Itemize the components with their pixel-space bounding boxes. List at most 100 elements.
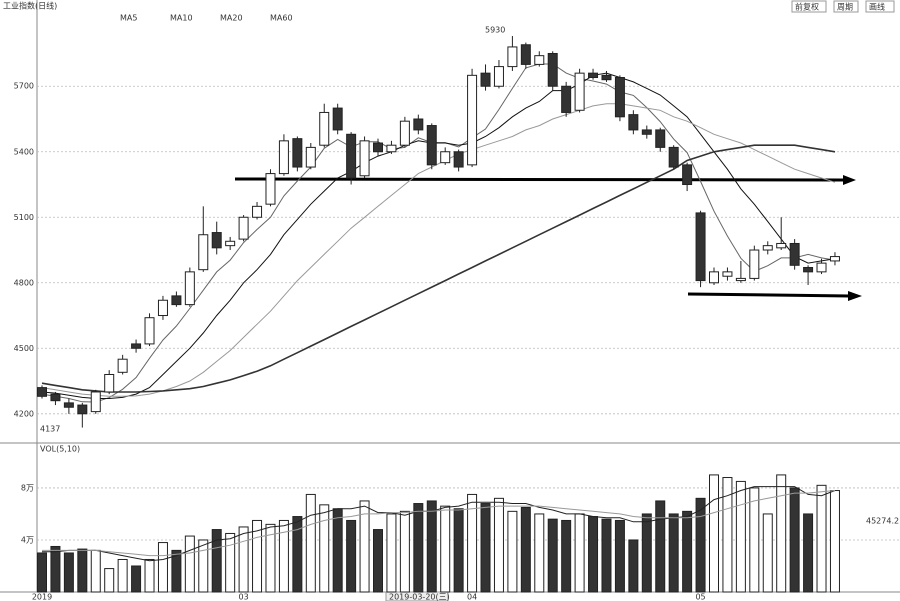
volume-bar xyxy=(426,500,437,593)
volume-bar xyxy=(157,542,168,593)
candle-body xyxy=(574,72,585,111)
volume-bar xyxy=(628,539,639,593)
candle-body xyxy=(628,114,639,131)
volume-bar xyxy=(252,519,263,593)
toolbar-button[interactable] xyxy=(865,0,895,13)
candle-body xyxy=(547,52,558,87)
y-tick-label: 5100 xyxy=(14,213,34,222)
volume-bar xyxy=(359,500,370,593)
candle-body xyxy=(117,358,128,373)
candle-body xyxy=(305,146,316,168)
volume-bar xyxy=(50,545,61,593)
candle-body xyxy=(534,55,545,65)
candle-body xyxy=(211,232,222,249)
volume-bar xyxy=(211,529,222,593)
volume-bar xyxy=(614,519,625,593)
y-tick-label: 4万 xyxy=(21,535,34,544)
candle-body xyxy=(776,242,787,249)
volume-bar xyxy=(319,504,330,593)
toolbar-button[interactable] xyxy=(791,0,827,13)
volume-bar xyxy=(493,497,504,593)
candle-body xyxy=(359,140,370,177)
candle-body xyxy=(131,343,142,349)
ma-line xyxy=(41,144,836,393)
toolbar-label[interactable]: 周期 xyxy=(837,3,853,12)
candle-body xyxy=(386,144,397,153)
volume-bar xyxy=(641,513,652,593)
y-tick-label: 5400 xyxy=(14,147,34,156)
candle-body xyxy=(50,393,61,402)
x-tick-label: 03 xyxy=(239,593,249,601)
candle-body xyxy=(104,373,115,393)
candle-body xyxy=(346,133,357,179)
volume-bar xyxy=(104,568,115,593)
candle-body xyxy=(641,129,652,135)
volume-bar xyxy=(803,513,814,593)
volume-title: VOL(5,10) xyxy=(40,445,80,454)
volume-bar xyxy=(453,508,464,593)
volume-bar xyxy=(77,548,88,593)
candle-body xyxy=(90,391,101,413)
candle-body xyxy=(695,212,706,282)
volume-bar xyxy=(386,513,397,593)
candle-body xyxy=(668,146,679,168)
ma-line xyxy=(42,486,836,562)
y-tick-label: 4500 xyxy=(14,344,34,353)
volume-bar xyxy=(534,513,545,593)
toolbar: 前复权 周期 画线 xyxy=(791,0,895,13)
volume-bar xyxy=(144,558,155,593)
candle-body xyxy=(682,164,693,186)
volume-bar xyxy=(776,474,787,593)
volume-bar xyxy=(601,518,612,593)
candle-body xyxy=(655,129,666,148)
toolbar-label[interactable]: 前复权 xyxy=(795,2,819,12)
candle-body xyxy=(292,138,303,168)
candle-body xyxy=(829,256,840,262)
arrow-line xyxy=(234,177,846,182)
volume-bar xyxy=(467,493,478,593)
cursor-label: 2019-03-20(三) xyxy=(389,593,450,601)
volume-bar xyxy=(480,503,491,593)
volume-bar xyxy=(547,518,558,593)
volume-bar xyxy=(37,552,47,593)
candle-body xyxy=(709,271,719,284)
volume-bar xyxy=(561,519,572,593)
low-label: 4137 xyxy=(40,425,60,434)
x-tick-label: 2019 xyxy=(32,593,52,601)
volume-bar xyxy=(198,539,209,593)
volume-bar xyxy=(695,497,706,593)
ma-line xyxy=(41,72,836,399)
volume-bar xyxy=(278,519,289,593)
candle-body xyxy=(749,249,760,279)
candle-body xyxy=(413,118,424,131)
volume-bar xyxy=(762,513,773,593)
candle-body xyxy=(37,387,47,397)
volume-bar xyxy=(117,558,128,593)
ma-line xyxy=(41,63,836,403)
volume-bar xyxy=(346,519,357,593)
volume-bar xyxy=(520,506,531,593)
volume-bar xyxy=(63,552,74,593)
candle-body xyxy=(278,140,289,175)
toolbar-label[interactable]: 画线 xyxy=(869,2,885,12)
volume-bar xyxy=(749,487,760,593)
candle-body xyxy=(803,266,814,273)
volume-bar xyxy=(829,490,840,593)
candle-body xyxy=(373,142,383,153)
candle-body xyxy=(332,107,343,131)
candle-body xyxy=(426,125,437,166)
volume-bar xyxy=(413,503,424,593)
y-tick-label: 4200 xyxy=(14,409,34,418)
arrow-head xyxy=(843,175,856,185)
candle-body xyxy=(520,44,531,65)
volume-bar xyxy=(682,510,693,593)
candle-body xyxy=(157,299,168,317)
x-tick-label: 04 xyxy=(467,593,477,601)
volume-bar xyxy=(399,510,410,593)
candle-body xyxy=(453,151,464,168)
candle-body xyxy=(722,271,733,277)
volume-bar xyxy=(735,480,746,593)
volume-bar xyxy=(90,549,101,593)
toolbar-button[interactable] xyxy=(833,0,859,13)
